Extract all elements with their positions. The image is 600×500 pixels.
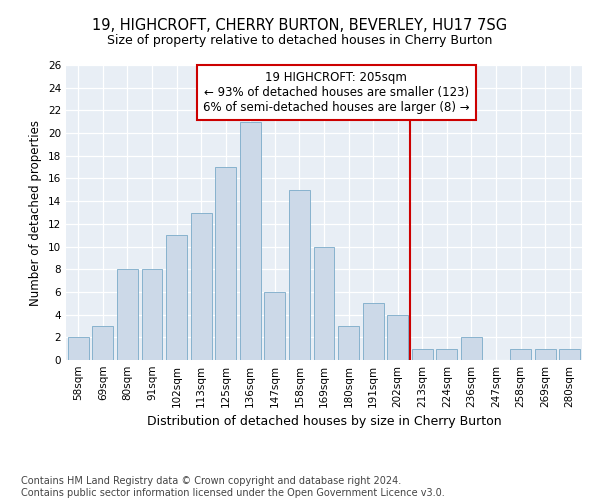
Bar: [338, 326, 359, 360]
Bar: [117, 269, 138, 360]
Bar: [215, 167, 236, 360]
X-axis label: Distribution of detached houses by size in Cherry Burton: Distribution of detached houses by size …: [146, 416, 502, 428]
Bar: [559, 348, 580, 360]
Text: Contains HM Land Registry data © Crown copyright and database right 2024.
Contai: Contains HM Land Registry data © Crown c…: [21, 476, 445, 498]
Bar: [387, 314, 408, 360]
Bar: [535, 348, 556, 360]
Y-axis label: Number of detached properties: Number of detached properties: [29, 120, 43, 306]
Bar: [68, 338, 89, 360]
Bar: [289, 190, 310, 360]
Bar: [265, 292, 286, 360]
Bar: [240, 122, 261, 360]
Bar: [142, 269, 163, 360]
Text: 19, HIGHCROFT, CHERRY BURTON, BEVERLEY, HU17 7SG: 19, HIGHCROFT, CHERRY BURTON, BEVERLEY, …: [92, 18, 508, 32]
Bar: [191, 212, 212, 360]
Bar: [92, 326, 113, 360]
Text: Size of property relative to detached houses in Cherry Burton: Size of property relative to detached ho…: [107, 34, 493, 47]
Bar: [314, 246, 334, 360]
Bar: [412, 348, 433, 360]
Text: 19 HIGHCROFT: 205sqm
← 93% of detached houses are smaller (123)
6% of semi-detac: 19 HIGHCROFT: 205sqm ← 93% of detached h…: [203, 70, 470, 114]
Bar: [436, 348, 457, 360]
Bar: [510, 348, 531, 360]
Bar: [362, 304, 383, 360]
Bar: [461, 338, 482, 360]
Bar: [166, 235, 187, 360]
